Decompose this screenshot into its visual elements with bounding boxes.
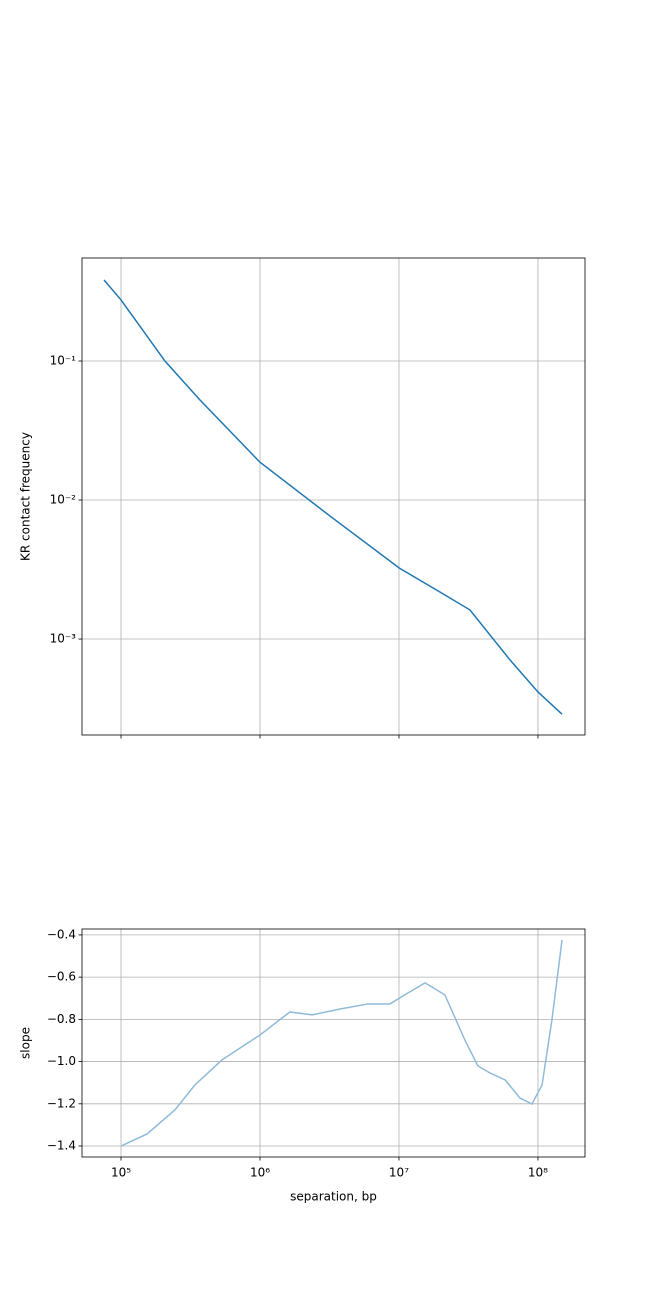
- y-tick-label: −0.4: [47, 927, 76, 941]
- data-line: [103, 279, 563, 715]
- plot-frame: [81, 928, 586, 1158]
- x-tick-label: 10⁷: [389, 1166, 409, 1180]
- y-tick-label: 10⁻²: [50, 493, 77, 507]
- y-tick-label: −1.0: [47, 1054, 76, 1068]
- y-tick-label: −0.6: [47, 970, 76, 984]
- plot-frame: [81, 257, 586, 736]
- x-tick-label: 10⁵: [111, 1166, 131, 1180]
- y-tick-label: 10⁻³: [50, 632, 77, 646]
- y-axis-label: slope: [19, 1027, 33, 1059]
- y-tick-label: −1.4: [47, 1139, 76, 1153]
- y-axis-label: KR contact frequency: [19, 432, 33, 561]
- data-line: [120, 939, 563, 1147]
- y-tick-label: −1.2: [47, 1096, 76, 1110]
- x-tick-label: 10⁸: [528, 1166, 548, 1180]
- y-tick-label: −0.8: [47, 1012, 76, 1026]
- x-axis-label: separation, bp: [290, 1190, 377, 1204]
- x-tick-label: 10⁶: [250, 1166, 270, 1180]
- y-tick-label: 10⁻¹: [50, 354, 77, 368]
